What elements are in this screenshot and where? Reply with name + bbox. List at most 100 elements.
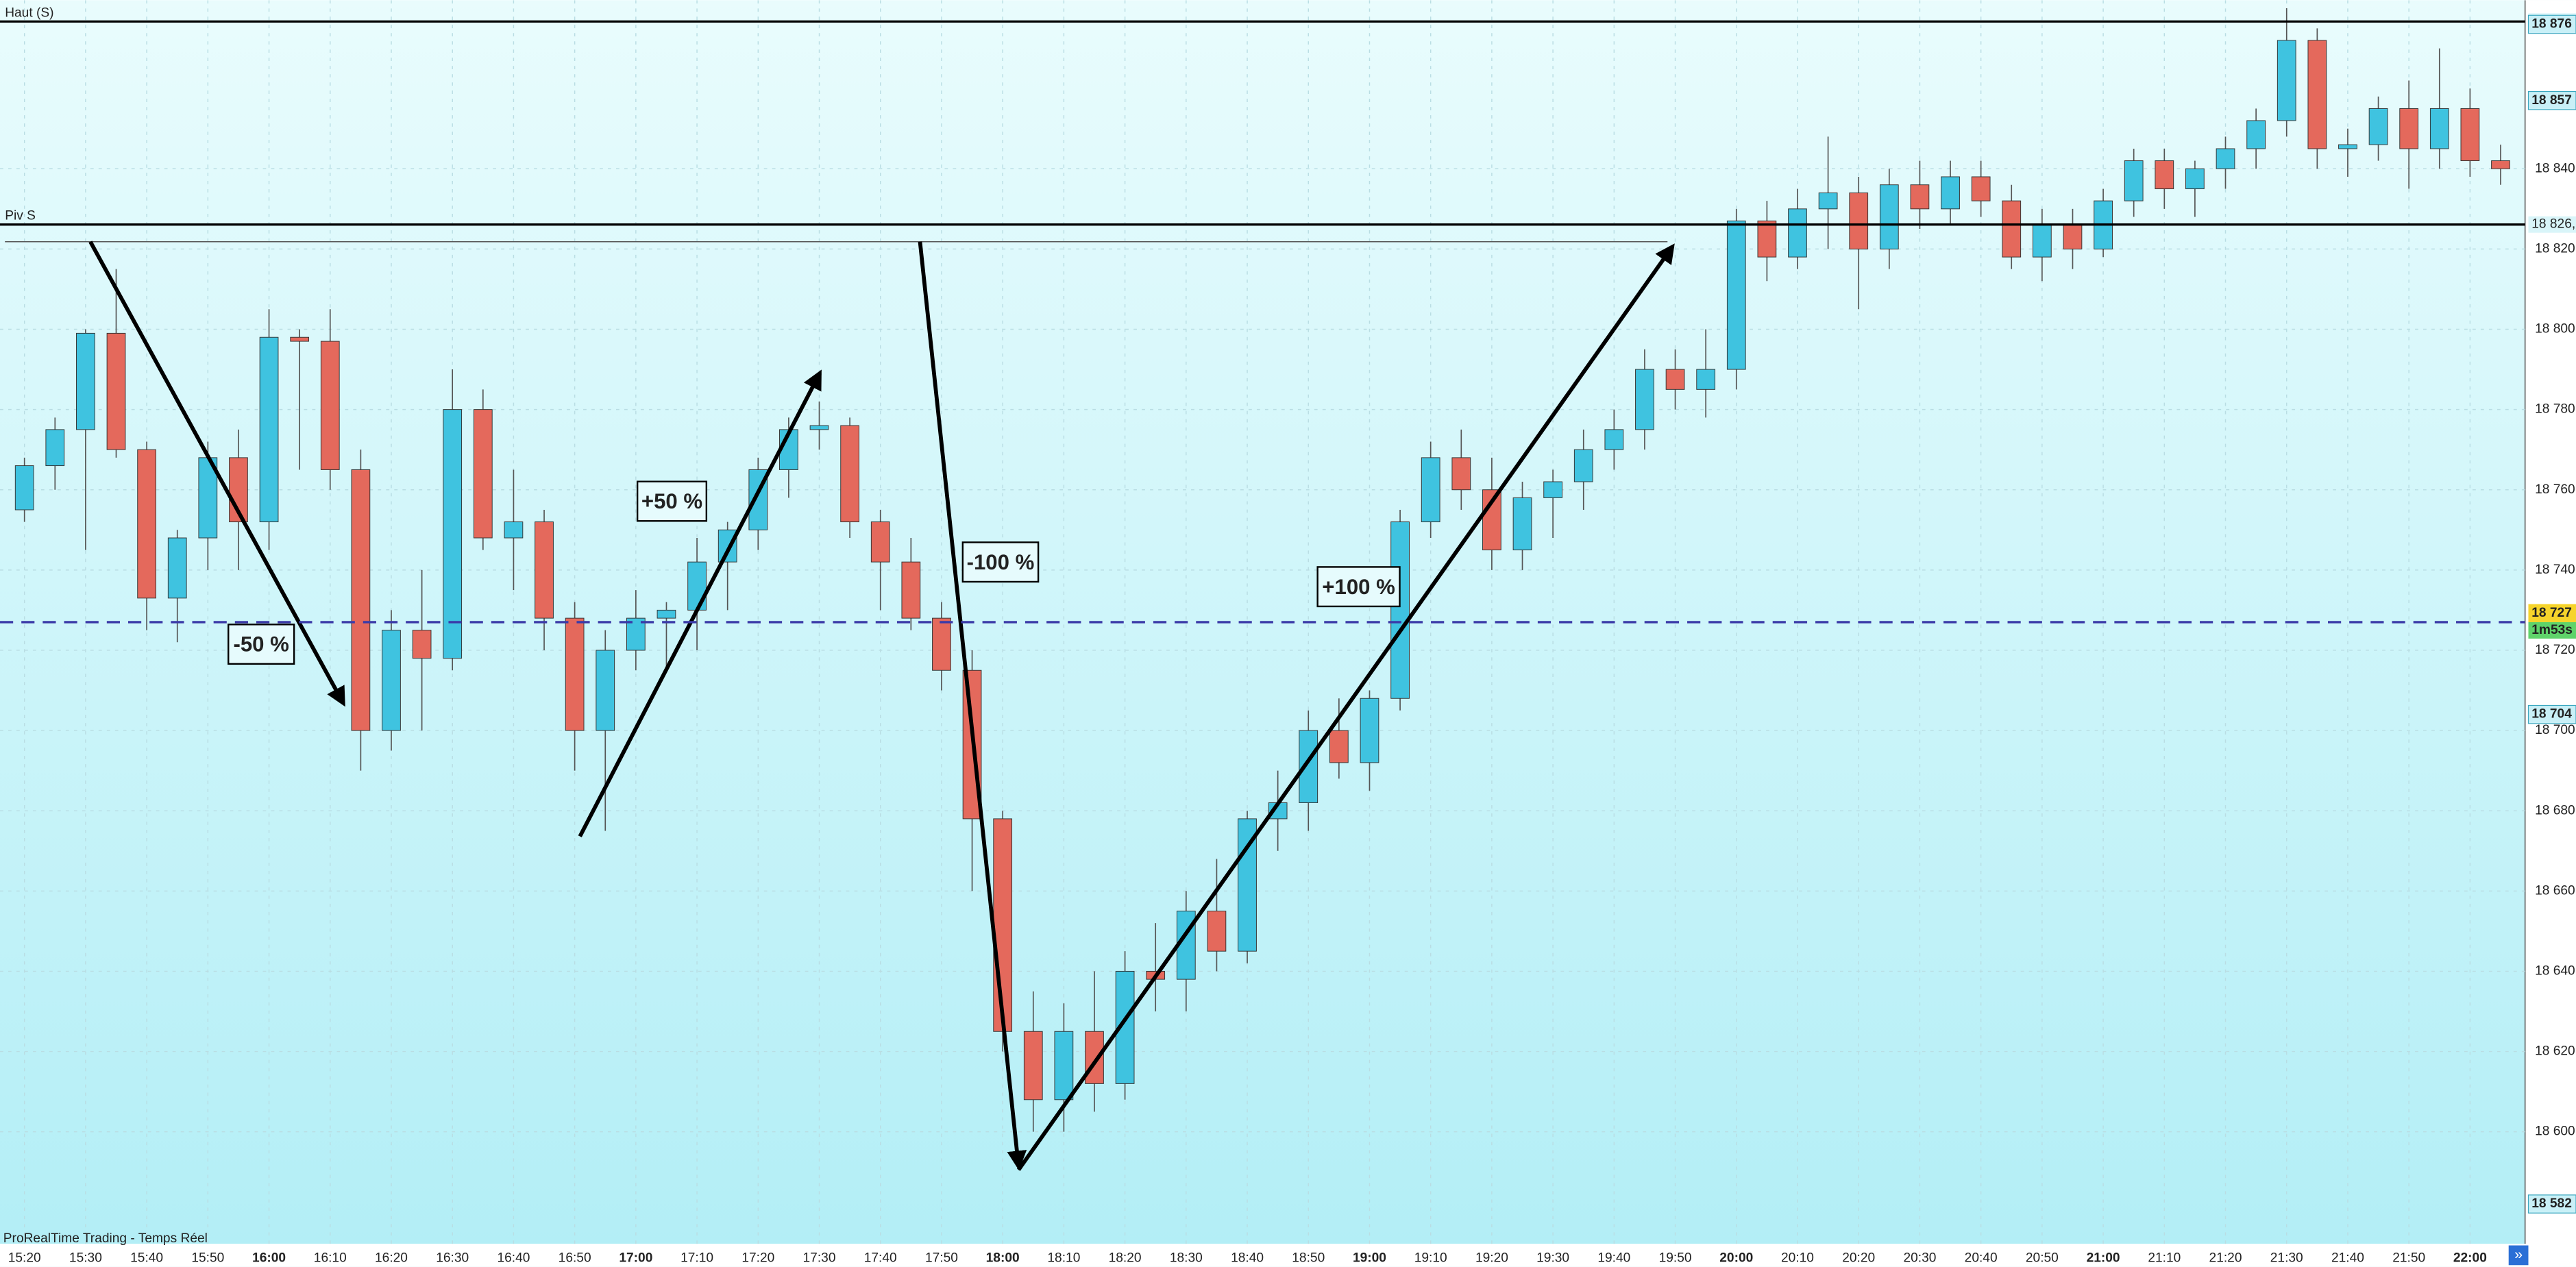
x-tick-label: 16:30 [436,1251,469,1266]
x-tick-label: 17:30 [803,1251,836,1266]
scroll-button[interactable] [2508,1245,2529,1266]
candle-body [1054,1031,1074,1100]
price-marker: 18 857 [2531,93,2572,108]
timer: 1m53s [2531,623,2573,637]
y-tick-label: 18 660 [2535,883,2575,898]
y-tick-label: 18 600 [2535,1124,2575,1139]
arrow [918,241,1027,1171]
x-tick-label: 21:50 [2392,1251,2425,1266]
current-price: 18 727 [2531,606,2572,620]
candle-body [2002,200,2022,258]
price-tag [2528,216,2576,233]
reference-value: 18 826,1 [2531,217,2576,232]
candle-body [2460,108,2480,162]
x-tick-label: 16:50 [559,1251,591,1266]
candle-body [535,521,554,619]
candle-body [626,617,646,651]
candle-body [2063,224,2083,249]
price-tag [2528,604,2576,622]
annotation-box [228,624,295,665]
candle-body [901,561,921,619]
x-tick-label: 21:00 [2087,1251,2120,1266]
x-tick-label: 18:00 [986,1251,1020,1266]
reference-label: Piv S [5,209,36,223]
candle-body [596,650,615,731]
x-tick-label: 19:20 [1475,1251,1508,1266]
candle-body [1696,369,1716,390]
candle-body [2338,144,2357,149]
annotation: -100 % [967,550,1035,574]
candles [14,8,2510,1132]
price-tag [2527,1194,2576,1214]
candle-body [106,332,126,450]
candle-body [320,341,340,470]
candle-body [2033,224,2052,258]
candle-body [809,425,829,430]
candle-body [1788,208,1807,258]
price-marker: 18 876 [2531,17,2572,32]
x-tick-label: 18:20 [1109,1251,1142,1266]
y-tick-label: 18 620 [2535,1044,2575,1059]
x-tick-label: 19:00 [1353,1251,1386,1266]
candle-body [1879,184,1899,249]
price-tag [2527,90,2576,110]
candle-body [76,332,95,430]
y-tick-label: 18 700 [2535,723,2575,737]
candle-body [412,630,432,659]
reference-label: Haut (S) [5,5,53,20]
y-tick-label: 18 800 [2535,322,2575,336]
candle-body [2307,40,2327,149]
x-tick-label: 15:40 [130,1251,163,1266]
candle-body [870,521,890,563]
candle-body [2216,148,2235,169]
candle-body [1329,730,1349,763]
x-tick-label: 22:00 [2453,1251,2487,1266]
y-tick-label: 18 780 [2535,402,2575,417]
candle-body [2124,160,2144,201]
candle-body [932,617,951,671]
candle-body [351,469,371,731]
x-tick-label: 17:40 [864,1251,897,1266]
candle-body [2491,160,2510,169]
x-tick-label: 17:00 [619,1251,652,1266]
candle-body [2277,40,2296,121]
candle-body [2246,120,2266,149]
x-tick-label: 20:50 [2026,1251,2059,1266]
candle-body [1757,220,1777,258]
candle-body [504,521,524,539]
x-tick-label: 15:50 [191,1251,224,1266]
candle-body [565,617,585,731]
candle-body [167,537,187,599]
candle-body [1726,220,1746,370]
candle-body [1360,698,1379,763]
y-tick-label: 18 760 [2535,482,2575,497]
candle-body [2155,160,2174,190]
annotation: -50 % [233,632,289,656]
candle-body [1421,457,1440,523]
y-tick-label: 18 840 [2535,161,2575,175]
scroll-icon[interactable]: » [2514,1246,2523,1263]
candle-body [1512,497,1532,551]
x-tick-label: 19:40 [1597,1251,1630,1266]
x-tick-label: 18:40 [1231,1251,1264,1266]
x-tick-label: 20:00 [1719,1251,1753,1266]
candle-body [1635,369,1654,430]
arrow [578,369,822,837]
candle-body [993,818,1013,1032]
candle-body [1390,521,1410,699]
candle-body [2429,108,2449,149]
x-tick-label: 17:20 [741,1251,774,1266]
candle-body [2368,108,2388,145]
x-tick-label: 20:20 [1842,1251,1875,1266]
candle-body [382,630,401,731]
price-marker: 18 582 [2531,1196,2572,1211]
candle-body [1910,184,1930,210]
candle-body [1941,176,1960,210]
candle-body [1573,449,1593,482]
overlays [5,241,1675,1171]
y-tick-label: 18 820 [2535,241,2575,256]
candle-body [473,409,493,539]
x-tick-label: 19:30 [1536,1251,1569,1266]
